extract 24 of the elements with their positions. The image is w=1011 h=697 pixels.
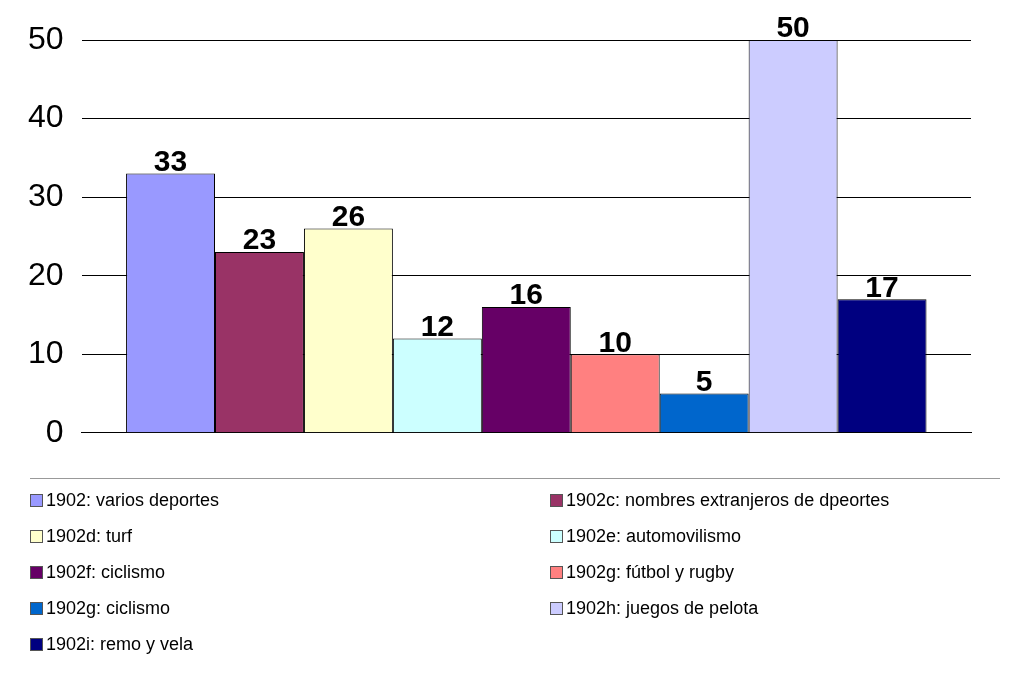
legend-label: 1902h: juegos de pelota	[566, 597, 759, 619]
data-label: 33	[153, 143, 188, 177]
legend-label: 1902d: turf	[46, 525, 133, 547]
y-tick-label: 30	[28, 176, 64, 213]
legend-label: 1902: varios deportes	[46, 489, 220, 511]
y-tick-label: 20	[28, 255, 64, 292]
legend-label: 1902i: remo y vela	[46, 633, 194, 655]
data-label: 50	[776, 10, 810, 44]
data-label: 5	[695, 363, 713, 397]
data-label: 12	[420, 308, 455, 342]
data-label: 26	[331, 198, 366, 232]
legend-label: 1902g: ciclismo	[46, 597, 171, 619]
data-label: 17	[865, 269, 899, 303]
legend-label: 1902e: automovilismo	[566, 525, 742, 547]
legend-label: 1902g: fútbol y rugby	[566, 561, 735, 583]
y-tick-label: 10	[28, 334, 64, 371]
data-label: 16	[509, 277, 543, 311]
legend-label: 1902f: ciclismo	[46, 561, 166, 583]
y-tick-label: 50	[28, 19, 64, 56]
data-label: 10	[598, 324, 632, 358]
legend-label: 1902c: nombres extranjeros de dpeortes	[566, 489, 890, 511]
y-tick-label: 0	[45, 412, 64, 449]
y-tick-label: 40	[28, 98, 64, 135]
data-label: 23	[242, 222, 277, 256]
